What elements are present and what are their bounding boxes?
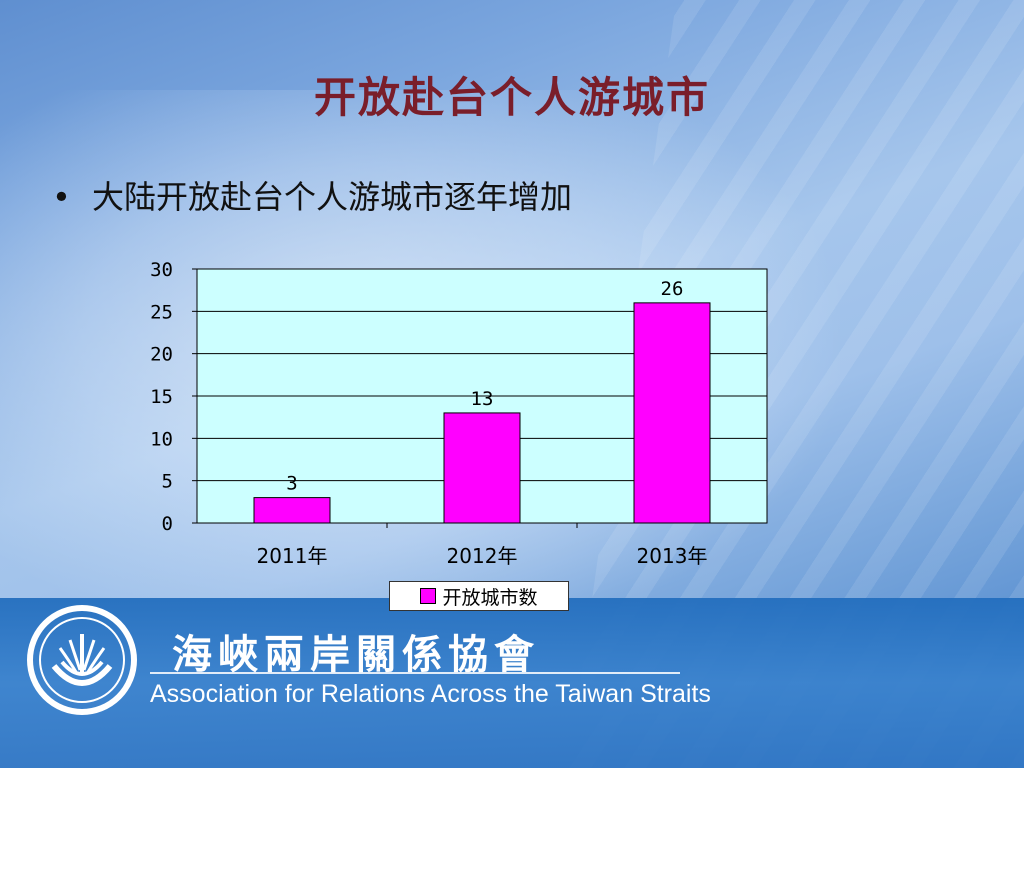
bullet-item: • 大陆开放赴台个人游城市逐年增加	[52, 172, 572, 218]
slide-title: 开放赴台个人游城市	[313, 73, 710, 122]
x-tick-label: 2013年	[637, 544, 708, 568]
y-tick-label: 15	[150, 386, 173, 408]
bullet-dot-icon: •	[52, 178, 71, 216]
org-name-chinese: 海峽兩岸關係協會	[172, 632, 540, 678]
y-tick-label: 25	[150, 301, 173, 323]
y-tick-label: 30	[150, 259, 173, 281]
x-tick-label: 2011年	[257, 544, 328, 568]
bar-value-label: 26	[661, 278, 684, 300]
footer-band	[0, 598, 1024, 768]
y-tick-label: 5	[162, 471, 173, 493]
y-tick-label: 20	[150, 344, 173, 366]
bar	[633, 302, 711, 524]
legend-label: 开放城市数	[442, 586, 538, 609]
bar	[253, 497, 331, 524]
x-tick-label: 2012年	[447, 544, 518, 568]
org-divider	[150, 672, 680, 674]
bar-value-label: 3	[286, 473, 297, 495]
chart-legend: 开放城市数	[389, 581, 569, 611]
legend-swatch	[420, 588, 437, 604]
arats-logo-icon	[27, 605, 137, 715]
bar	[443, 412, 521, 524]
y-tick-label: 10	[150, 428, 173, 450]
bar-chart: 0 5 10 15 20 25 30 3 2011年 13 2012年 26 2013年	[150, 259, 768, 568]
bullet-text: 大陆开放赴台个人游城市逐年增加	[92, 178, 573, 216]
bar-value-label: 13	[471, 388, 494, 410]
org-name-english: Association for Relations Across the Tai…	[150, 680, 711, 708]
y-tick-label: 0	[162, 513, 173, 535]
